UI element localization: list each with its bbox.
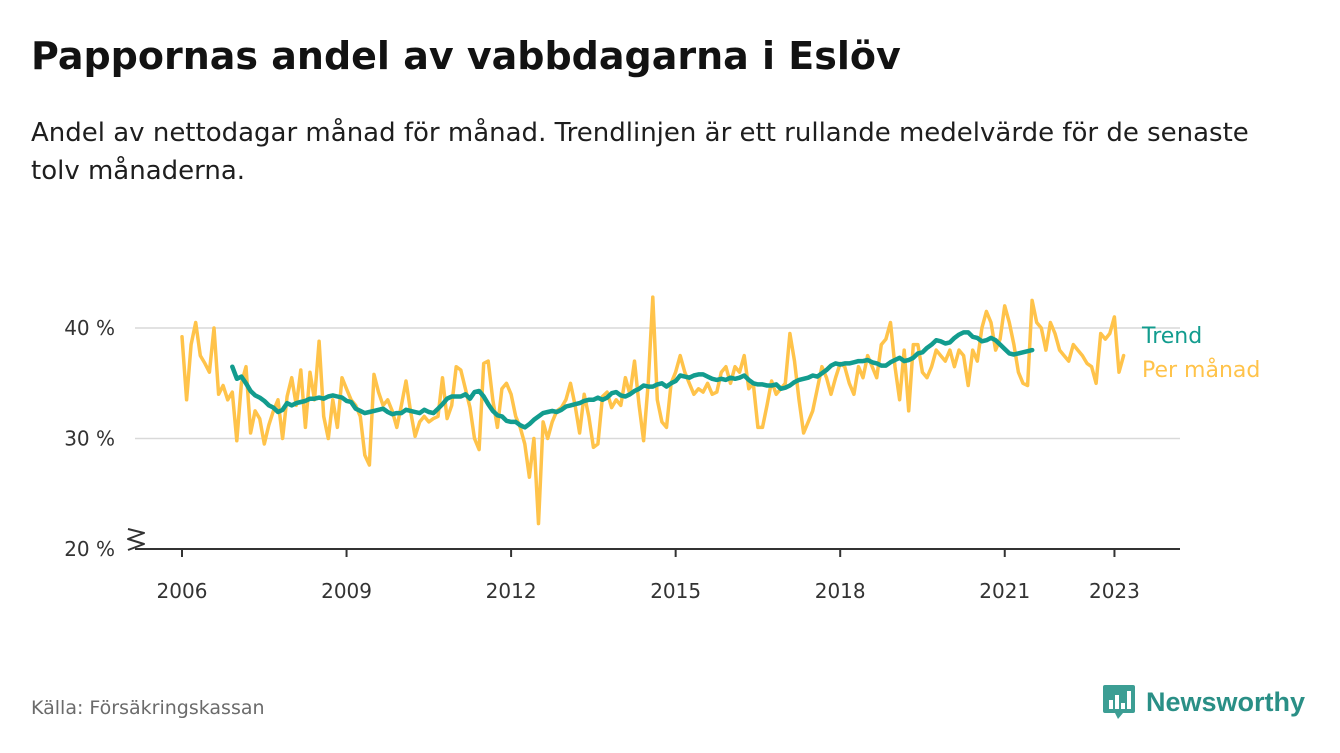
chart-title: Pappornas andel av vabbdagarna i Eslöv: [31, 34, 901, 78]
axis-break-icon: [127, 528, 145, 551]
brand-logo[interactable]: Newsworthy: [1102, 683, 1305, 721]
x-tick-label-2023: 2023: [1089, 579, 1140, 603]
trend-series-line: [230, 330, 1035, 430]
trend-series-label: Trend: [1141, 324, 1202, 349]
chart-subtitle: Andel av nettodagar månad för månad. Tre…: [31, 118, 1249, 186]
gridlines: [135, 327, 1180, 440]
monthly-series-line: [180, 295, 1126, 526]
x-tick-label-2021: 2021: [979, 579, 1030, 603]
monthly-series-label: Per månad: [1142, 357, 1260, 383]
y-tick-label-40: 40 %: [64, 316, 115, 340]
bar-chart-speech-bubble-icon: [1103, 685, 1135, 719]
series-labels: Trend Per månad: [1141, 324, 1260, 383]
y-axis-labels: 20 % 30 % 40 %: [64, 316, 115, 561]
y-tick-label-30: 30 %: [64, 427, 115, 451]
y-tick-label-20: 20 %: [64, 537, 115, 561]
series-lines: [180, 295, 1126, 526]
x-tick-label-2006: 2006: [157, 579, 208, 603]
x-axis: 2006 2009 2012 2015 2018 2021 2023: [127, 528, 1180, 603]
x-tick-label-2012: 2012: [486, 579, 537, 603]
x-tick-label-2015: 2015: [650, 579, 701, 603]
x-tick-label-2018: 2018: [815, 579, 866, 603]
x-tick-label-2009: 2009: [321, 579, 372, 603]
brand-name: Newsworthy: [1146, 686, 1306, 717]
source-note: Källa: Försäkringskassan: [31, 697, 265, 719]
